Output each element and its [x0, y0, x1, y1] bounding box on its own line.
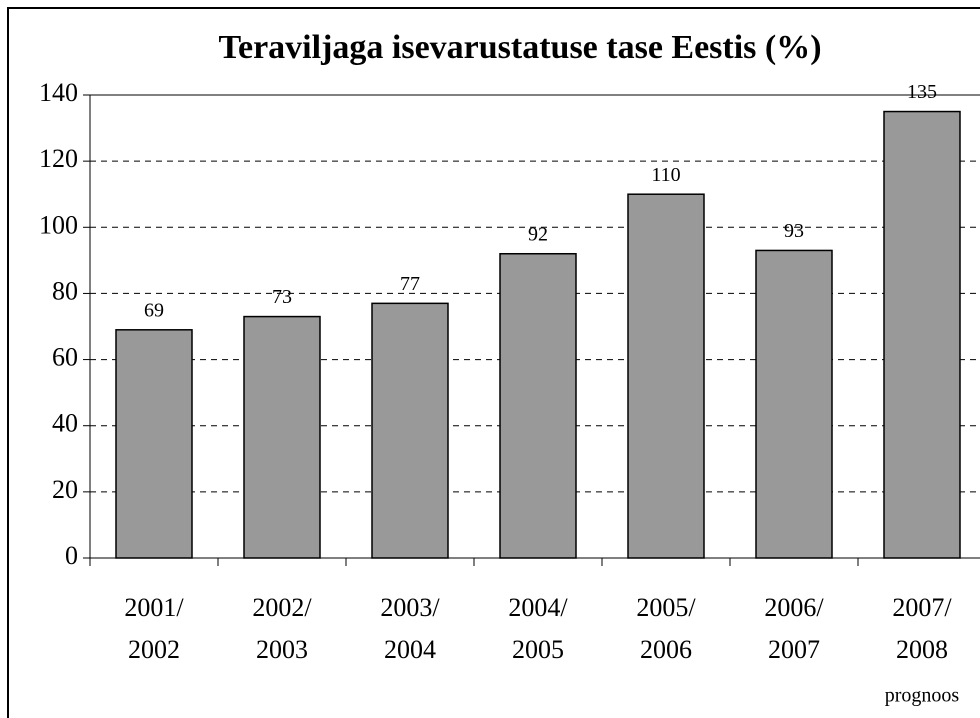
- y-tick-label: 140: [39, 78, 78, 107]
- x-tick-label: 2005/: [636, 593, 696, 622]
- annotation: prognoos: [885, 685, 960, 707]
- x-tick-label: 2004/: [508, 593, 568, 622]
- bar: [243, 315, 321, 559]
- y-tick-label: 100: [39, 210, 78, 239]
- y-tick-label: 20: [52, 475, 78, 504]
- x-tick-label: 2006: [640, 635, 692, 664]
- bar: [115, 329, 193, 559]
- value-label: 73: [272, 286, 292, 308]
- value-label: 77: [400, 273, 420, 295]
- x-tick-label: 2001/: [124, 593, 184, 622]
- x-tick-label: 2008: [896, 635, 948, 664]
- x-tick-label: 2004: [384, 635, 436, 664]
- y-tick-label: 40: [52, 409, 78, 438]
- x-tick-label: 2005: [512, 635, 564, 664]
- x-tick-label: 2007: [768, 635, 820, 664]
- bar: [627, 193, 705, 559]
- value-label: 135: [907, 81, 937, 103]
- value-label: 93: [784, 220, 804, 242]
- bar: [755, 249, 833, 559]
- bar: [883, 110, 961, 559]
- bar: [371, 302, 449, 559]
- x-tick-label: 2002/: [252, 593, 312, 622]
- x-tick-label: 2006/: [764, 593, 824, 622]
- y-tick-label: 120: [39, 144, 78, 173]
- x-tick-label: 2002: [128, 635, 180, 664]
- x-tick-label: 2007/: [892, 593, 952, 622]
- x-tick-label: 2003/: [380, 593, 440, 622]
- y-tick-label: 0: [65, 541, 78, 570]
- value-label: 69: [144, 299, 164, 321]
- x-tick-label: 2003: [256, 635, 308, 664]
- bar: [499, 252, 577, 559]
- y-tick-label: 60: [52, 343, 78, 372]
- value-label: 92: [528, 223, 548, 245]
- value-label: 110: [651, 164, 680, 186]
- chart-title: Teraviljaga isevarustatuse tase Eestis (…: [218, 29, 821, 66]
- y-tick-label: 80: [52, 276, 78, 305]
